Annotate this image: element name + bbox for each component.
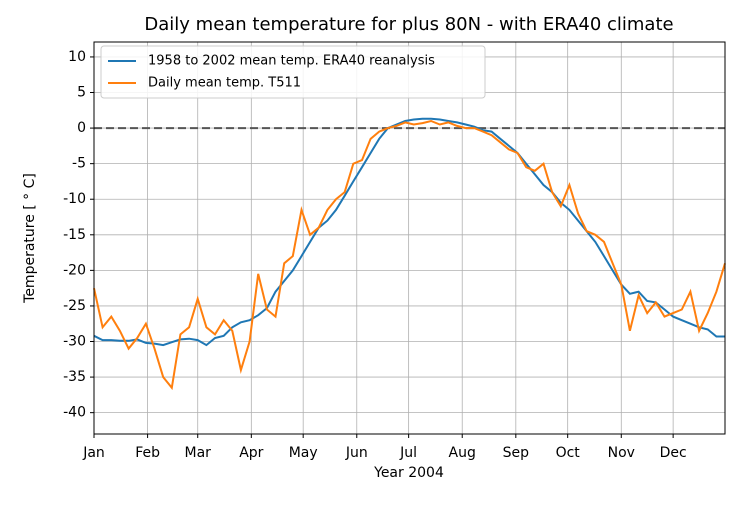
y-tick-label: -35: [63, 369, 86, 385]
y-tick-label: 0: [77, 120, 86, 136]
plot-frame: [93, 41, 726, 435]
y-tick-label: -40: [63, 405, 86, 421]
x-tick-label: Dec: [660, 445, 687, 461]
x-tick-label: May: [289, 445, 318, 461]
y-tick-label: -5: [72, 156, 86, 172]
y-tick-label: -15: [63, 227, 86, 243]
x-tick-label: Jan: [82, 445, 105, 461]
series-line: [93, 119, 726, 391]
legend-label: 1958 to 2002 mean temp. ERA40 reanalysis: [148, 54, 435, 69]
y-tick-label: -20: [63, 262, 86, 278]
x-tick-label: Mar: [185, 445, 212, 461]
chart-title: Daily mean temperature for plus 80N - wi…: [144, 14, 673, 35]
legend-box: [100, 45, 486, 99]
x-tick-label: Sep: [503, 445, 530, 461]
x-tick-label: Jul: [399, 445, 417, 461]
y-axis-label: Temperature [ ° C]: [22, 173, 38, 304]
x-tick-label: Jun: [345, 445, 368, 461]
series-line: [93, 117, 725, 347]
x-axis-label: Year 2004: [373, 465, 444, 481]
y-tick-label: -10: [63, 191, 86, 207]
x-tick-label: Apr: [239, 445, 263, 461]
y-tick-label: -25: [63, 298, 86, 314]
y-tick-label: 5: [77, 85, 86, 101]
y-tick-label: 10: [68, 49, 86, 65]
x-tick-label: Oct: [556, 445, 581, 461]
x-tick-label: Aug: [449, 445, 476, 461]
legend-label: Daily mean temp. T511: [148, 76, 301, 91]
x-tick-label: Nov: [608, 445, 635, 461]
x-tick-label: Feb: [135, 445, 160, 461]
y-tick-label: -30: [63, 334, 86, 350]
